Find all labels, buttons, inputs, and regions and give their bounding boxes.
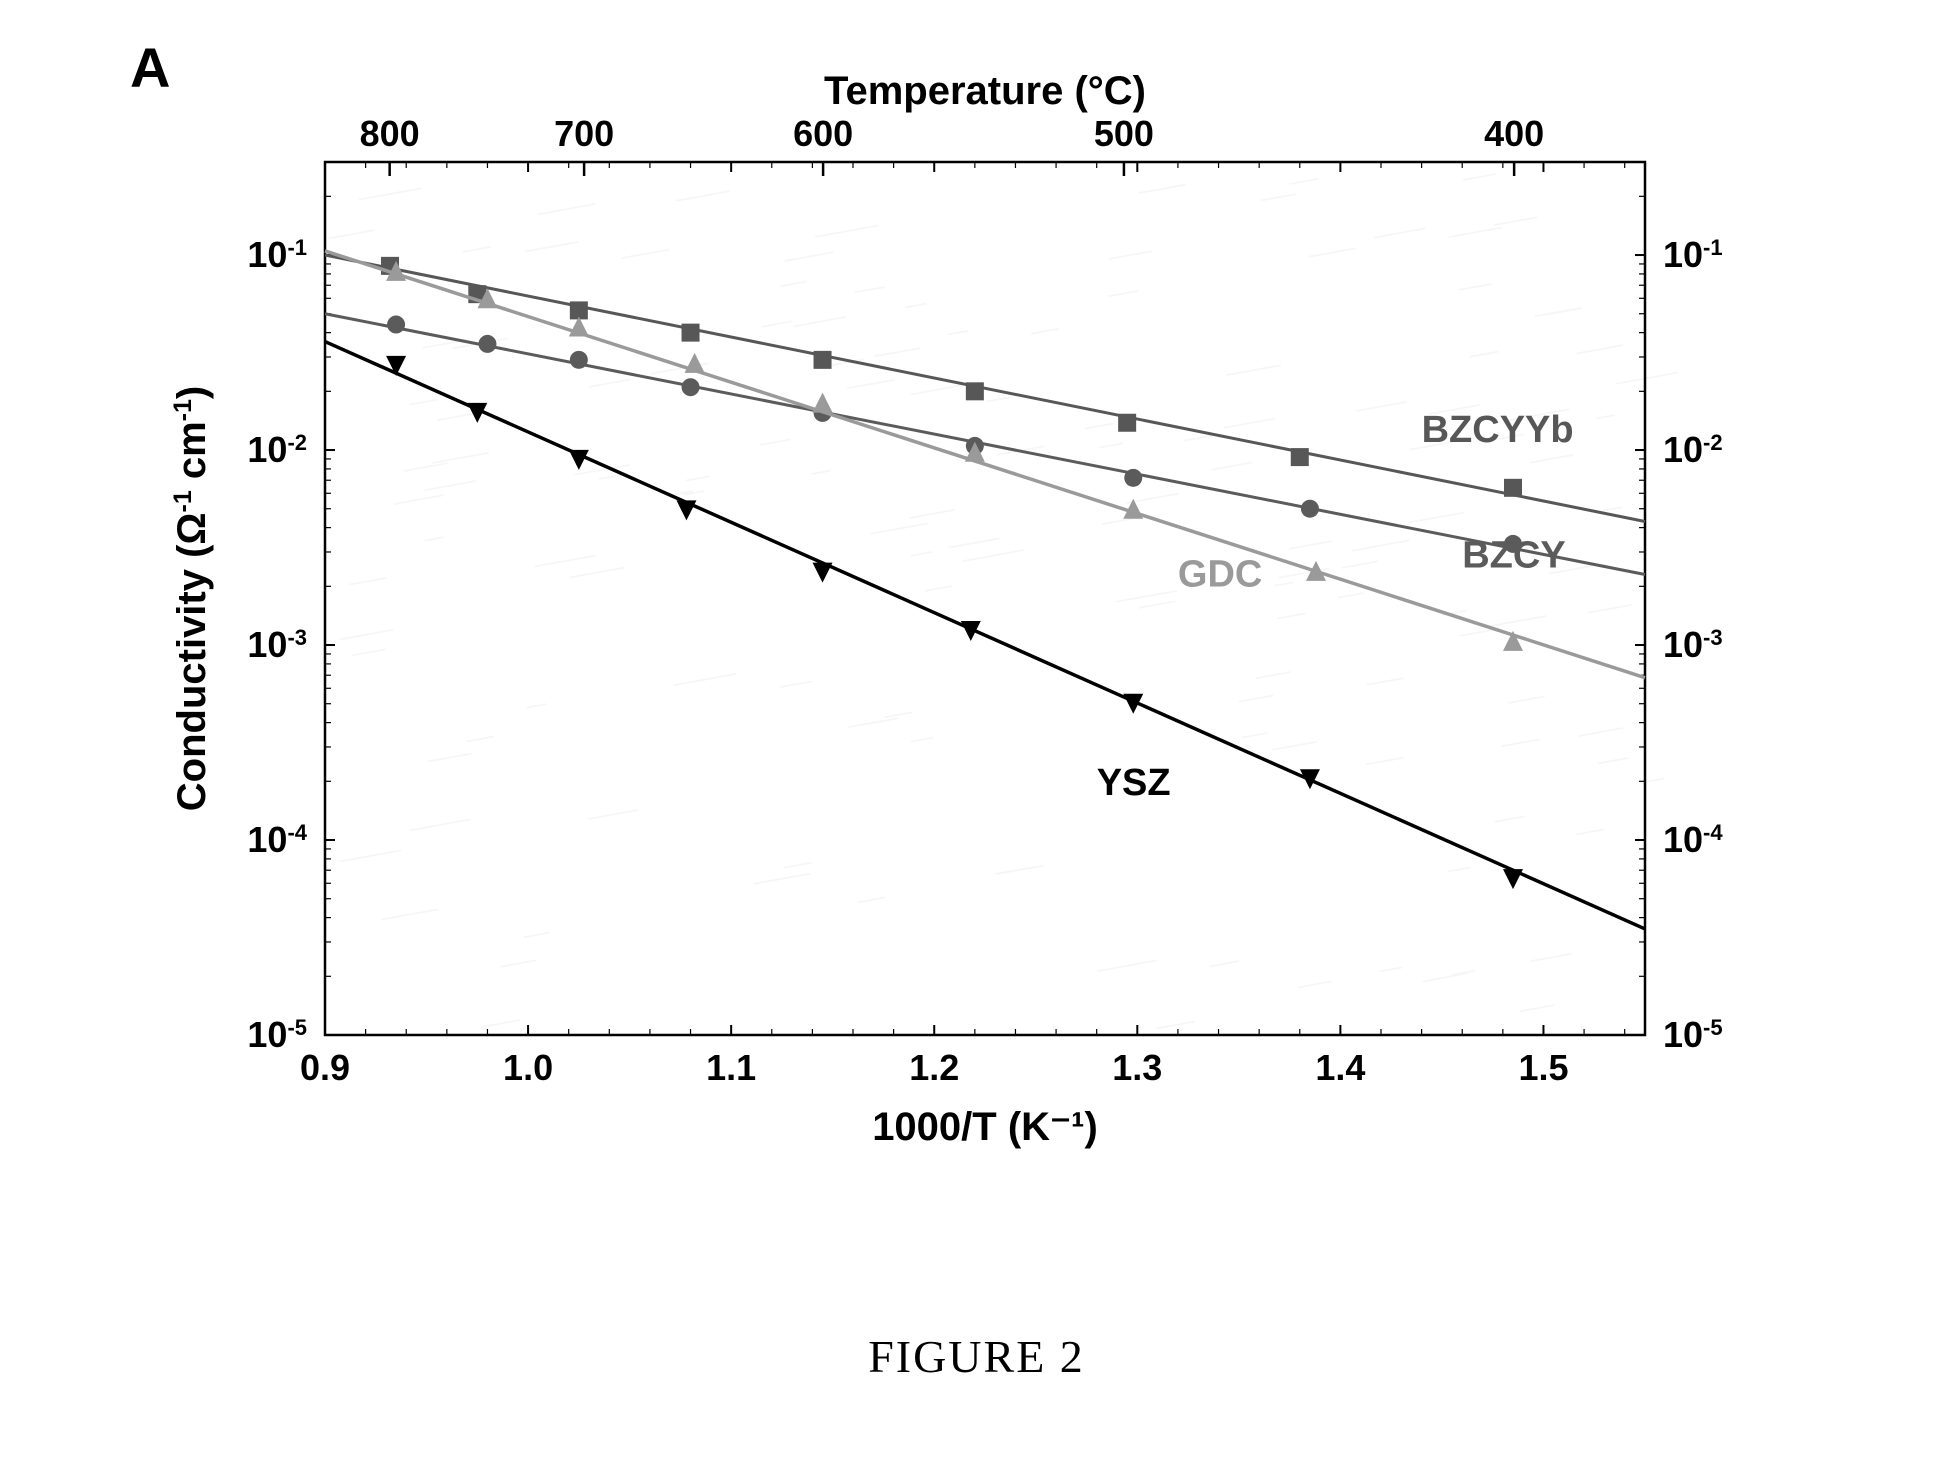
ytick-right-label: 10-1 — [1663, 234, 1723, 275]
ytick-left-label: 10-2 — [247, 429, 307, 470]
page: A 0.91.01.11.21.31.41.51000/T (K⁻¹)Tempe… — [0, 0, 1953, 1472]
ytick-left-label: 10-3 — [247, 624, 307, 665]
series-line-gdc — [325, 251, 1645, 678]
ytick-right-label: 10-5 — [1663, 1014, 1723, 1055]
xtick-top-label: 800 — [360, 113, 420, 154]
series-label-ysz: YSZ — [1097, 762, 1171, 804]
xtick-bottom-label: 0.9 — [300, 1047, 350, 1088]
xtick-bottom-label: 1.3 — [1112, 1047, 1162, 1088]
xtick-bottom-label: 1.4 — [1315, 1047, 1365, 1088]
ytick-right-label: 10-4 — [1663, 819, 1723, 860]
plot-frame — [325, 162, 1645, 1035]
x-axis-bottom-title: 1000/T (K⁻¹) — [872, 1105, 1098, 1149]
y-axis-title: Conductivity (Ω-1 cm-1) — [169, 386, 214, 811]
ytick-left-label: 10-5 — [247, 1014, 307, 1055]
series-label-bzcyyb: BZCYYb — [1422, 409, 1574, 451]
xtick-bottom-label: 1.2 — [909, 1047, 959, 1088]
chart-svg: 0.9 1.0 1.1 1.2 1.3 1.4 1.5 1000/T (K⁻¹) Tempera… — [115, 70, 1835, 1210]
xtick-top-label: 400 — [1484, 113, 1544, 154]
xtick-top-label: 500 — [1094, 113, 1154, 154]
ytick-right-label: 10-3 — [1663, 624, 1723, 665]
ytick-left-label: 10-1 — [247, 234, 307, 275]
series-label-gdc: GDC — [1178, 553, 1262, 595]
arrhenius-chart: 0.9 1.0 1.1 1.2 1.3 1.4 1.5 1000/T (K⁻¹) Tempera… — [115, 70, 1835, 1210]
xtick-bottom-label: 1.0 — [503, 1047, 553, 1088]
series-line-bzcyyb — [325, 255, 1645, 521]
ytick-right-label: 10-2 — [1663, 429, 1723, 470]
xtick-top-label: 600 — [793, 113, 853, 154]
series-label-bzcy: BZCY — [1462, 534, 1565, 576]
ytick-left-label: 10-4 — [247, 819, 307, 860]
xtick-bottom-label: 1.5 — [1518, 1047, 1568, 1088]
figure-caption: FIGURE 2 — [0, 1330, 1953, 1383]
xtick-top-label: 700 — [554, 113, 614, 154]
x-axis-top-title: Temperature (°C) — [824, 70, 1146, 113]
xtick-bottom-label: 1.1 — [706, 1047, 756, 1088]
